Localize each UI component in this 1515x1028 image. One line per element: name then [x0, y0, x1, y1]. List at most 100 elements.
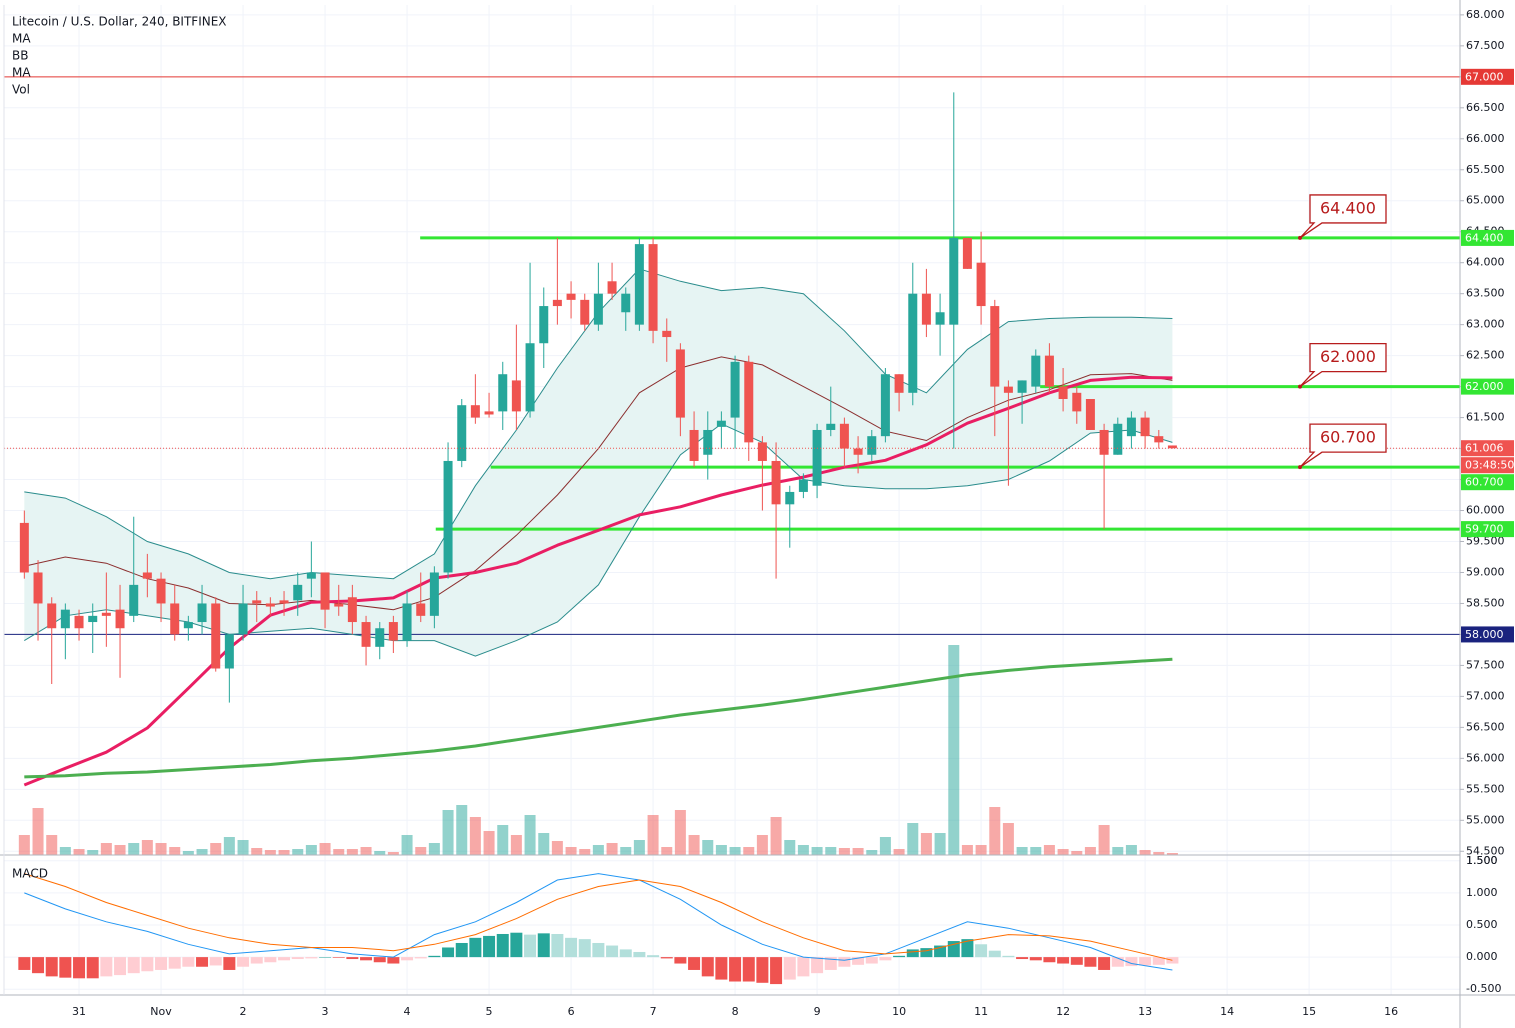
candle-body — [607, 281, 617, 294]
macd-histogram-bar — [483, 935, 496, 958]
macd-histogram-bar — [811, 957, 824, 974]
candle-body — [976, 262, 986, 307]
level-label-box — [1461, 229, 1514, 246]
candle-body — [470, 405, 480, 418]
candle-body — [580, 299, 590, 325]
macd-histogram-bar — [237, 957, 250, 967]
macd-histogram-bar — [879, 957, 892, 961]
macd-histogram-bar — [592, 942, 605, 958]
candle-body — [347, 597, 357, 623]
labels: Litecoin / U.S. Dollar, 240, BITFINEX MA… — [12, 8, 1514, 1018]
x-tick-label: 2 — [240, 1005, 247, 1018]
candle-body — [949, 237, 959, 325]
candle-body — [853, 448, 863, 455]
macd-histogram-bar — [100, 957, 113, 977]
macd-histogram-bar — [250, 957, 263, 964]
candle-body — [757, 442, 767, 461]
y-tick-label: 55.000 — [1466, 813, 1505, 826]
volume-bar — [59, 847, 71, 855]
candle-body — [47, 603, 57, 629]
callout-label: 64.400 — [1320, 198, 1376, 217]
y-tick-label: 63.500 — [1466, 287, 1505, 300]
candle-body — [101, 612, 111, 616]
y-tick-label: 67.500 — [1466, 39, 1505, 52]
candle-body — [279, 600, 289, 604]
candle-body — [703, 429, 713, 455]
candle-body — [675, 349, 685, 418]
candle-body — [457, 405, 467, 461]
macd-histogram-bar — [496, 933, 509, 958]
volume-bar — [415, 847, 427, 855]
candle-body — [320, 572, 330, 610]
macd-histogram-bar — [1125, 957, 1138, 967]
volume-bar — [606, 843, 618, 855]
macd-histogram-bar — [988, 950, 1001, 958]
volume-bar — [497, 825, 509, 855]
candle-body — [798, 479, 808, 492]
moving-average — [24, 657, 1173, 779]
level-label-box — [1461, 521, 1514, 538]
candle-body — [648, 244, 658, 331]
y-tick-label: 1.000 — [1466, 886, 1498, 899]
y-tick-label: 64.000 — [1466, 256, 1505, 269]
y-tick-label: 57.500 — [1466, 658, 1505, 671]
volume-bar — [866, 850, 878, 855]
volume-bar — [141, 840, 153, 855]
x-tick-label: 11 — [974, 1005, 988, 1018]
macd-histogram-bar — [660, 957, 673, 959]
macd-histogram-bar — [715, 957, 728, 980]
candle-body — [224, 634, 234, 669]
volume-bar — [538, 833, 550, 855]
macd-histogram-bar — [45, 957, 58, 977]
candle-body — [1099, 429, 1109, 455]
x-tick-label: 12 — [1056, 1005, 1070, 1018]
macd-histogram-bar — [346, 957, 359, 960]
y-tick-label: 65.000 — [1466, 194, 1505, 207]
volume-bar — [647, 815, 659, 855]
y-tick-label: 59.000 — [1466, 565, 1505, 578]
y-tick-label: 63.000 — [1466, 318, 1505, 331]
y-tick-label: 1.500 — [1466, 854, 1498, 867]
candle-body — [962, 237, 972, 269]
level-label-box — [1461, 474, 1514, 491]
macd-histogram-bar — [32, 957, 45, 974]
volume-bar — [797, 845, 809, 855]
countdown-label: 03:48:50 — [1465, 459, 1514, 472]
y-tick-label: 62.500 — [1466, 349, 1505, 362]
volume-bar — [1030, 847, 1042, 855]
candle-body — [170, 603, 180, 635]
x-tick-label: 31 — [72, 1005, 86, 1018]
volume-bar — [251, 848, 263, 855]
last-price-label: 61.006 — [1465, 442, 1504, 455]
y-tick-label: 1.500 — [1466, 854, 1498, 867]
x-tick-label: Nov — [150, 1005, 172, 1018]
x-tick-label: 6 — [568, 1005, 575, 1018]
volume-bar — [333, 849, 345, 855]
candle-body — [74, 615, 84, 629]
volume-bar — [155, 843, 167, 855]
volume-bar — [702, 840, 714, 855]
candle-body — [334, 603, 344, 607]
callout-box — [1299, 342, 1387, 388]
candle-body — [867, 436, 877, 455]
volume-bar — [319, 843, 331, 855]
candle-body — [293, 584, 303, 601]
volume-bar — [374, 851, 386, 855]
macd-histogram-bar — [606, 945, 619, 958]
candle-body — [921, 293, 931, 325]
volume-bar — [428, 843, 440, 855]
macd-histogram-bar — [1166, 957, 1179, 964]
volume-bar — [169, 847, 181, 855]
level-label: 67.000 — [1465, 70, 1504, 83]
x-tick-label: 4 — [404, 1005, 411, 1018]
macd-histogram-bar — [797, 957, 810, 977]
macd-histogram-bar — [59, 957, 72, 978]
macd-histogram-bar — [196, 957, 209, 967]
volume-bar — [579, 849, 591, 855]
macd-histogram-bar — [1152, 957, 1165, 965]
volume-bar — [387, 852, 399, 855]
volume-bar — [237, 840, 249, 855]
candle-body — [785, 491, 795, 505]
volume-bar — [620, 847, 632, 855]
